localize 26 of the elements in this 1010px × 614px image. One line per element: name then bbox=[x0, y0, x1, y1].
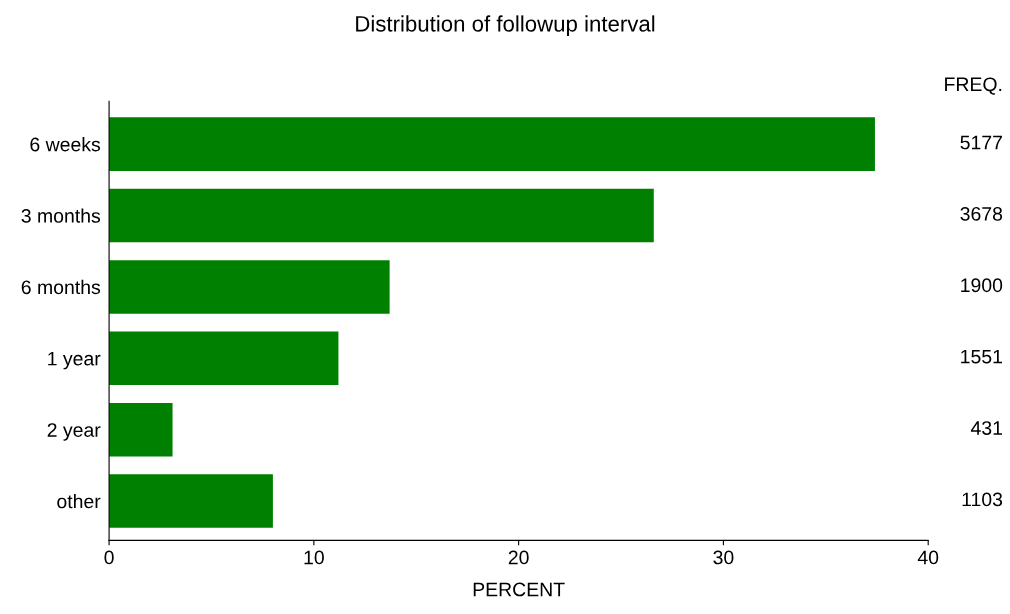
x-tick-label: 0 bbox=[104, 550, 114, 565]
text: 5177 bbox=[960, 135, 1002, 150]
x-tick-label: 10 bbox=[304, 550, 324, 565]
x-tick-label: 30 bbox=[713, 550, 734, 565]
bar bbox=[109, 474, 273, 528]
y-tick-label: other bbox=[57, 494, 101, 509]
bar bbox=[109, 402, 173, 457]
y-tick-label: 2 year bbox=[47, 423, 101, 441]
y-tick-label: 6 weeks bbox=[30, 137, 101, 152]
text: 1103 bbox=[962, 492, 1003, 507]
y-tick-label: 6 months bbox=[21, 279, 101, 295]
x-axis-title: PERCENT bbox=[473, 582, 565, 597]
bar bbox=[109, 260, 390, 314]
text: 3678 bbox=[960, 206, 1003, 221]
y-tick-label: 3 months bbox=[21, 208, 101, 223]
text: 1551 bbox=[961, 349, 1002, 364]
y-tick-label: 1 year bbox=[48, 351, 101, 370]
text: 1900 bbox=[961, 278, 1003, 293]
text: FREQ. bbox=[945, 77, 1002, 95]
x-tick-label: 40 bbox=[917, 550, 939, 565]
bar bbox=[109, 188, 654, 243]
text: 431 bbox=[970, 421, 1002, 435]
bar bbox=[109, 117, 875, 171]
chart-title: Distribution of followup interval bbox=[356, 15, 655, 37]
bar bbox=[109, 331, 339, 386]
x-tick-label: 20 bbox=[508, 550, 529, 565]
